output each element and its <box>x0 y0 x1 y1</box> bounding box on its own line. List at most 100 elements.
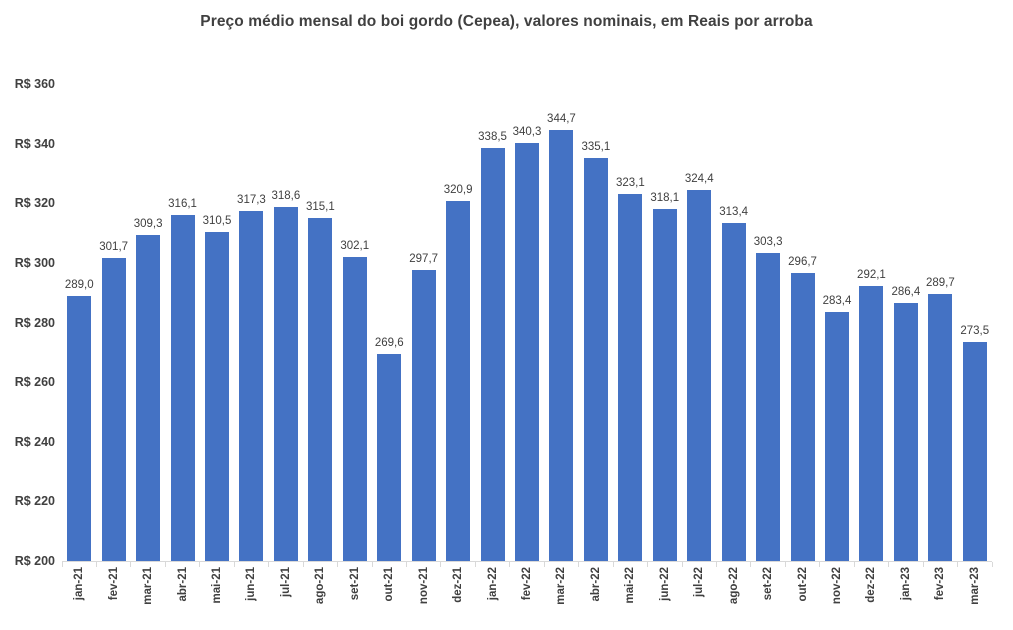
y-axis-tick-label: R$ 240 <box>14 434 55 449</box>
x-axis-tick-label: dez-22 <box>865 567 878 603</box>
y-axis-tick-label: R$ 360 <box>14 77 55 91</box>
bar-value-label: 344,7 <box>547 112 576 125</box>
x-axis-tick <box>371 562 373 567</box>
x-axis-tick <box>405 562 407 567</box>
bar-value-label: 335,1 <box>581 141 611 154</box>
bar-value-label: 340,3 <box>512 125 542 138</box>
bar-value-label: 292,1 <box>857 269 886 282</box>
bar-value-label: 283,4 <box>822 295 852 308</box>
bar <box>480 148 505 561</box>
y-axis-tick-label: R$ 220 <box>14 494 55 509</box>
y-axis-tick-label: R$ 320 <box>14 196 55 211</box>
x-axis-tick <box>647 562 649 567</box>
x-axis-tick-label: ago-21 <box>314 567 327 605</box>
y-axis-tick-label: R$ 260 <box>14 375 55 390</box>
x-axis-tick-label: fev-22 <box>521 567 533 601</box>
bar <box>825 312 849 561</box>
x-axis-tick <box>61 562 63 567</box>
x-axis-tick <box>95 562 97 567</box>
bar-value-label: 297,7 <box>409 252 439 265</box>
bar <box>618 194 643 561</box>
y-axis-tick-label: R$ 280 <box>14 315 55 330</box>
x-axis-tick-label: mai-21 <box>211 567 223 604</box>
x-axis-tick <box>337 562 339 567</box>
bar <box>962 341 987 561</box>
x-axis-tick <box>130 562 132 567</box>
bar <box>136 235 161 561</box>
x-axis-tick <box>233 562 235 567</box>
bar <box>721 222 746 561</box>
bar-value-label: 269,6 <box>374 336 404 349</box>
x-axis-tick-label: set-21 <box>348 567 361 601</box>
x-axis-tick <box>474 562 476 567</box>
y-axis-tick-label: R$ 340 <box>14 136 55 151</box>
x-axis-tick-label: jun-22 <box>658 567 671 601</box>
bar-value-label: 296,7 <box>788 255 817 268</box>
x-axis-tick <box>922 562 924 567</box>
bar <box>446 200 471 561</box>
x-axis-tick-label: mai-22 <box>624 567 637 604</box>
bar <box>687 190 712 561</box>
bar-value-label: 324,4 <box>684 173 714 186</box>
bar-value-label: 289,7 <box>925 276 955 289</box>
bar-value-label: 338,5 <box>478 131 507 144</box>
x-axis-tick <box>715 562 717 567</box>
bar <box>205 231 229 561</box>
x-axis-tick-label: jun-21 <box>245 567 258 601</box>
chart-title: Preço médio mensal do boi gordo (Cepea),… <box>200 13 813 30</box>
x-axis-tick-label: abr-22 <box>589 567 602 602</box>
x-axis-tick <box>268 562 270 567</box>
x-axis-tick-label: mar-21 <box>142 567 155 605</box>
x-axis-tick-label: set-22 <box>762 567 775 601</box>
x-axis-tick-label: nov-21 <box>417 567 430 605</box>
x-axis-tick-label: fev-23 <box>934 567 947 601</box>
bar <box>342 256 367 561</box>
bar <box>101 257 126 561</box>
x-axis-tick-label: jul-21 <box>279 567 292 598</box>
bar-value-label: 301,7 <box>99 240 129 253</box>
x-axis-tick <box>750 562 752 567</box>
x-axis-tick-label: out-21 <box>383 567 396 602</box>
x-axis-tick <box>543 562 545 567</box>
bar-value-label: 315,1 <box>305 200 335 213</box>
bar <box>273 207 298 561</box>
bar-value-label: 318,1 <box>650 191 680 204</box>
bar <box>859 286 884 561</box>
x-axis-tick <box>681 562 683 567</box>
x-axis-tick <box>440 562 442 567</box>
bar-value-label: 289,0 <box>64 278 94 291</box>
bar <box>652 208 677 561</box>
bar <box>549 129 574 561</box>
y-axis-tick-label: R$ 300 <box>14 255 55 270</box>
bar-value-label: 286,4 <box>891 286 921 299</box>
x-axis-tick-label: nov-22 <box>831 567 843 605</box>
x-axis-tick <box>509 562 511 567</box>
x-axis-tick-label: out-22 <box>796 567 809 602</box>
x-axis-tick-label: fev-21 <box>107 567 120 601</box>
bar <box>515 142 539 561</box>
x-axis-tick <box>199 562 201 567</box>
bar <box>790 272 815 561</box>
x-axis-tick-label: jan-23 <box>899 567 912 601</box>
y-axis-tick-label: R$ 200 <box>14 554 55 568</box>
bar <box>411 269 436 561</box>
x-axis-tick <box>888 562 890 567</box>
bar-value-label: 273,5 <box>960 324 990 337</box>
x-axis-tick <box>302 562 304 567</box>
x-axis-tick <box>819 562 821 567</box>
bar-value-label: 303,3 <box>753 236 783 249</box>
x-axis-tick-label: mar-22 <box>555 567 568 605</box>
x-axis-tick <box>957 562 959 567</box>
bar <box>308 217 333 561</box>
bar-value-label: 310,5 <box>202 214 232 227</box>
x-axis-tick-label: jan-22 <box>486 567 499 601</box>
x-axis-tick <box>164 562 166 567</box>
bar-value-label: 317,3 <box>237 194 266 207</box>
bar-value-label: 318,6 <box>271 190 301 203</box>
x-axis-tick <box>853 562 855 567</box>
x-axis-tick-label: jul-22 <box>693 567 706 598</box>
x-axis-line <box>62 561 992 562</box>
x-axis-tick <box>991 562 993 567</box>
x-axis-tick-label: mar-23 <box>968 567 981 605</box>
